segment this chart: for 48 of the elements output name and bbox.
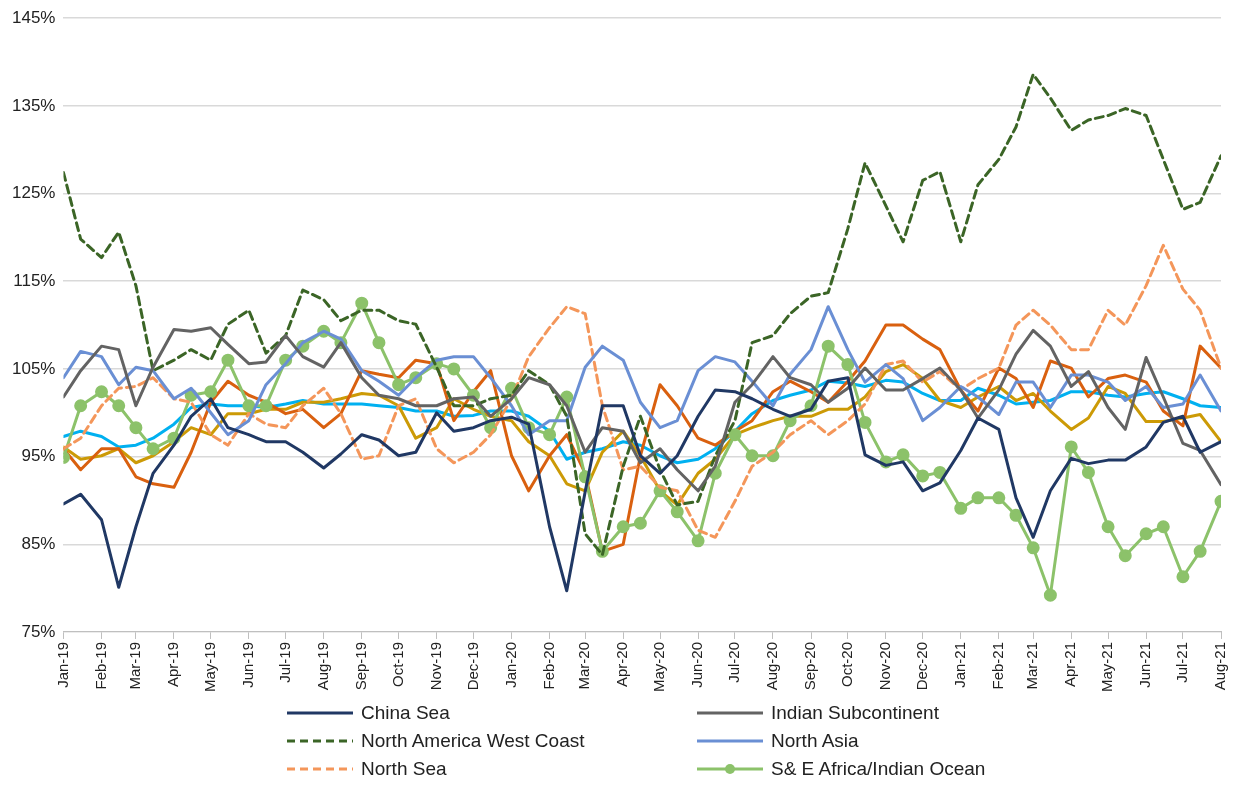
x-tick-label: Jan-20 — [501, 641, 519, 688]
x-tick-label: Mar-20 — [575, 641, 593, 690]
x-tick-label: Apr-20 — [613, 641, 631, 688]
x-tick-label: May-20 — [650, 641, 668, 693]
y-tick-label: 125% — [12, 183, 56, 203]
x-tick-label: Aug-20 — [763, 641, 781, 691]
line-series — [63, 72, 1221, 557]
x-tick-label: Oct-19 — [388, 641, 406, 687]
legend-label: North America West Coast — [361, 730, 585, 752]
x-tick-label: Jul-20 — [725, 641, 743, 683]
x-tick-label: Jan-19 — [53, 641, 71, 688]
x-tick-label: Feb-20 — [539, 641, 557, 690]
x-tick-label: Jun-19 — [238, 641, 256, 688]
y-tick-label: 95% — [21, 446, 56, 466]
x-tick-label: Jun-20 — [688, 641, 706, 688]
legend-label: Indian Subcontinent — [771, 702, 939, 724]
x-tick-label: Jan-21 — [950, 641, 968, 688]
x-tick-label: Nov-20 — [876, 641, 894, 691]
y-tick-label: 85% — [21, 533, 56, 553]
x-tick-label: Feb-19 — [91, 641, 109, 690]
x-tick-label: Mar-19 — [126, 641, 144, 690]
x-tick-label: Dec-20 — [912, 641, 930, 691]
x-tick-label: May-19 — [200, 641, 218, 693]
y-tick-label: 115% — [13, 270, 56, 290]
x-tick-label: Apr-19 — [164, 641, 182, 688]
x-tick-label: Dec-19 — [463, 641, 481, 691]
x-tick-label: Aug-21 — [1211, 641, 1229, 691]
line-series — [63, 243, 1221, 539]
y-tick-label: 75% — [21, 621, 56, 641]
y-tick-label: 135% — [12, 95, 56, 115]
x-tick-label: Oct-20 — [837, 641, 855, 687]
y-tick-label: 145% — [12, 7, 56, 27]
x-tick-label: Nov-19 — [426, 641, 444, 691]
legend-label: China Sea — [361, 702, 450, 724]
y-tick-label: 105% — [12, 358, 56, 378]
x-tick-label: Aug-19 — [313, 641, 331, 691]
legend-label: S& E Africa/Indian Ocean — [771, 758, 986, 780]
x-tick-label: May-21 — [1098, 641, 1116, 693]
x-tick-label: Jul-19 — [275, 641, 293, 683]
x-tick-label: Sep-20 — [801, 641, 819, 691]
legend-label: North Asia — [771, 730, 859, 752]
x-tick-label: Mar-21 — [1023, 641, 1041, 690]
x-tick-label: Apr-21 — [1061, 641, 1079, 688]
x-tick-label: Sep-19 — [351, 641, 369, 691]
legend-label: North Sea — [361, 758, 447, 780]
x-tick-label: Jul-21 — [1173, 641, 1191, 683]
x-tick-label: Jun-21 — [1136, 641, 1154, 688]
x-tick-label: Feb-21 — [988, 641, 1006, 690]
